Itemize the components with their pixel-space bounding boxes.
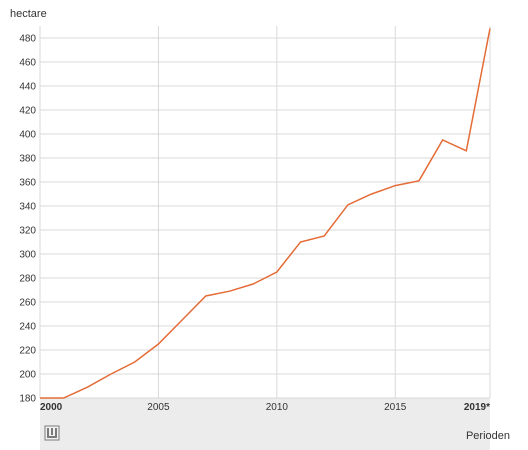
x-tick-label: 2010 xyxy=(266,402,289,413)
y-tick-label: 400 xyxy=(19,130,36,141)
y-tick-label: 460 xyxy=(19,58,36,69)
y-tick-labels: 180 200 220 240 260 280 300 320 340 360 380 400 420 4… xyxy=(19,34,36,405)
series-line xyxy=(40,28,491,399)
y-tick-label: 200 xyxy=(19,370,36,381)
x-tick-label: 2019* xyxy=(464,402,490,413)
x-tick-label: 2000 xyxy=(40,402,63,413)
y-tick-label: 180 xyxy=(19,394,36,405)
y-axis-label: hectare xyxy=(10,8,47,20)
x-axis-band xyxy=(40,398,490,450)
y-tick-label: 280 xyxy=(19,274,36,285)
y-tick-label: 360 xyxy=(19,178,36,189)
y-tick-label: 480 xyxy=(19,34,36,45)
grid-lines xyxy=(39,26,491,399)
cbs-logo-icon xyxy=(44,425,60,441)
y-tick-label: 380 xyxy=(19,154,36,165)
y-tick-label: 300 xyxy=(19,250,36,261)
y-tick-label: 220 xyxy=(19,346,36,357)
x-axis-label: Perioden xyxy=(465,430,510,442)
y-tick-label: 240 xyxy=(19,322,36,333)
x-tick-label: 2005 xyxy=(147,402,170,413)
y-tick-label: 440 xyxy=(19,82,36,93)
y-tick-label: 260 xyxy=(19,298,36,309)
y-tick-label: 420 xyxy=(19,106,36,117)
y-tick-label: 340 xyxy=(19,202,36,213)
y-tick-label: 320 xyxy=(19,226,36,237)
x-tick-labels: 2000 2005 2010 2015 2019* xyxy=(40,402,490,413)
x-tick-label: 2015 xyxy=(384,402,407,413)
